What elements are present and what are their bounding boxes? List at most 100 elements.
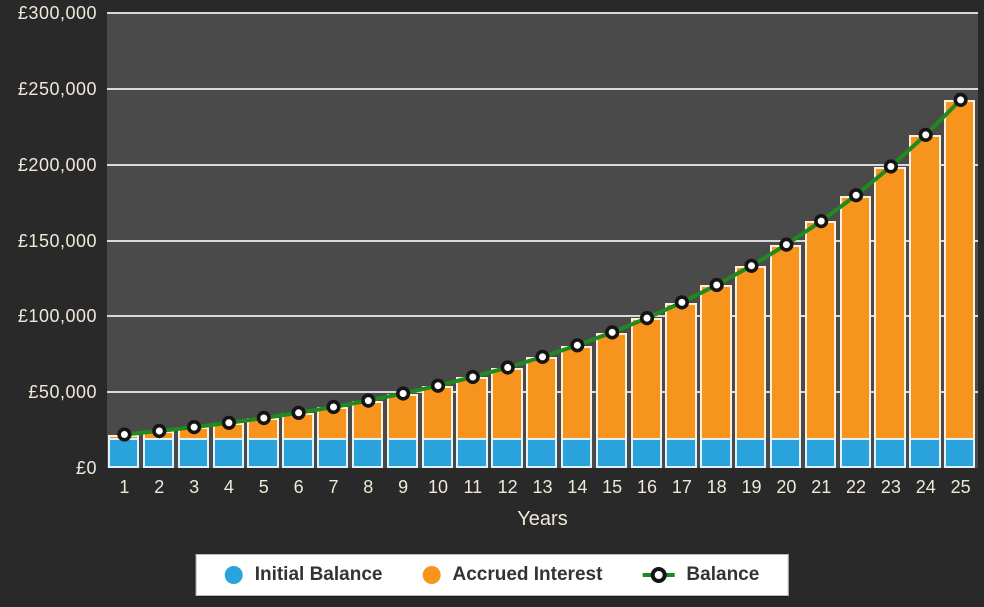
accrued-interest-segment xyxy=(456,377,488,438)
bar-year-23 xyxy=(874,167,906,468)
initial-balance-segment xyxy=(839,438,871,468)
accrued-interest-segment xyxy=(700,285,732,438)
accrued-interest-segment xyxy=(735,266,767,438)
accrued-interest-segment xyxy=(142,431,175,438)
x-tick-label-2: 2 xyxy=(154,477,165,497)
legend-label-initial-balance: Initial Balance xyxy=(254,564,383,585)
bar-year-9 xyxy=(386,394,419,468)
accrued-interest-segment xyxy=(212,423,244,438)
bar-year-19 xyxy=(735,266,767,468)
accrued-interest-segment xyxy=(839,196,871,438)
bar-year-25 xyxy=(944,100,976,468)
accrued-interest-segment xyxy=(560,346,593,438)
initial-balance-segment xyxy=(108,438,140,468)
x-tick-label-20: 20 xyxy=(776,477,797,497)
accrued-interest-segment xyxy=(909,135,941,438)
x-tick-label-14: 14 xyxy=(567,477,588,497)
legend-item-balance[interactable]: Balance xyxy=(642,564,759,586)
y-tick-label: £250,000 xyxy=(17,78,97,99)
x-axis-title: Years xyxy=(517,508,568,530)
bar-year-22 xyxy=(839,196,871,468)
bar-year-7 xyxy=(317,407,349,468)
legend-label-accrued-interest: Accrued Interest xyxy=(452,564,603,585)
accrued-interest-segment xyxy=(177,427,209,438)
y-tick-label: £0 xyxy=(75,458,97,478)
accrued-interest-segment xyxy=(421,386,453,438)
x-tick-label-23: 23 xyxy=(880,477,901,497)
x-tick-label-3: 3 xyxy=(189,477,200,497)
accrued-interest-segment xyxy=(526,357,558,438)
x-tick-label-18: 18 xyxy=(706,477,727,497)
bar-year-10 xyxy=(421,386,453,468)
initial-balance-segment xyxy=(317,438,349,468)
initial-balance-segment xyxy=(909,438,941,468)
x-tick-label-24: 24 xyxy=(915,477,936,497)
initial-balance-segment xyxy=(735,438,767,468)
initial-balance-segment xyxy=(526,438,558,468)
gridline-200000 xyxy=(107,164,978,166)
initial-balance-segment xyxy=(142,438,175,468)
legend-item-initial-balance[interactable]: Initial Balance xyxy=(224,564,383,586)
bar-year-21 xyxy=(804,221,837,468)
initial-balance-segment xyxy=(700,438,732,468)
bar-year-5 xyxy=(247,418,279,468)
bar-year-24 xyxy=(909,135,941,468)
initial-balance-segment xyxy=(769,438,802,468)
initial-balance-segment xyxy=(282,438,314,468)
y-tick-label: £150,000 xyxy=(17,230,97,251)
x-tick-label-5: 5 xyxy=(258,477,269,497)
bar-year-16 xyxy=(630,318,662,468)
x-tick-label-16: 16 xyxy=(637,477,658,497)
initial-balance-segment xyxy=(491,438,523,468)
x-tick-label-22: 22 xyxy=(846,477,867,497)
accrued-interest-segment xyxy=(769,245,802,438)
x-tick-label-4: 4 xyxy=(223,477,234,497)
bar-year-12 xyxy=(491,368,523,468)
accrued-interest-swatch-icon xyxy=(422,566,441,584)
legend-label-balance: Balance xyxy=(686,564,760,585)
accrued-interest-segment xyxy=(317,407,349,438)
initial-balance-segment xyxy=(665,438,697,468)
bar-year-15 xyxy=(595,333,628,468)
bar-year-13 xyxy=(526,357,558,468)
bar-year-8 xyxy=(351,401,384,468)
x-tick-label-17: 17 xyxy=(671,477,692,497)
gridline-250000 xyxy=(107,88,978,90)
initial-balance-segment xyxy=(212,438,244,468)
x-tick-label-13: 13 xyxy=(532,477,553,497)
y-tick-label: £200,000 xyxy=(17,154,97,175)
initial-balance-segment xyxy=(874,438,906,468)
accrued-interest-segment xyxy=(874,167,906,438)
x-tick-label-10: 10 xyxy=(427,477,448,497)
bar-year-4 xyxy=(212,423,244,468)
bar-year-6 xyxy=(282,413,314,468)
initial-balance-segment xyxy=(177,438,209,468)
x-tick-label-12: 12 xyxy=(497,477,518,497)
initial-balance-swatch-icon xyxy=(224,566,243,584)
legend-item-accrued-interest[interactable]: Accrued Interest xyxy=(422,564,602,586)
x-tick-label-15: 15 xyxy=(602,477,623,497)
x-tick-label-11: 11 xyxy=(463,477,483,497)
bar-year-1 xyxy=(108,435,140,468)
bar-year-20 xyxy=(769,245,802,468)
bar-year-18 xyxy=(700,285,732,468)
accrued-interest-segment xyxy=(944,100,976,438)
initial-balance-segment xyxy=(595,438,628,468)
accrued-interest-segment xyxy=(282,413,314,438)
initial-balance-segment xyxy=(247,438,279,468)
x-tick-label-1: 1 xyxy=(119,477,130,497)
accrued-interest-segment xyxy=(595,333,628,438)
accrued-interest-segment xyxy=(386,394,419,438)
bar-year-14 xyxy=(560,346,593,468)
gridline-300000 xyxy=(107,12,978,14)
accrued-interest-segment xyxy=(630,318,662,438)
initial-balance-segment xyxy=(630,438,662,468)
initial-balance-segment xyxy=(804,438,837,468)
x-tick-label-8: 8 xyxy=(363,477,374,497)
accrued-interest-segment xyxy=(665,303,697,438)
plot-area xyxy=(107,12,978,468)
initial-balance-segment xyxy=(421,438,453,468)
x-tick-label-9: 9 xyxy=(398,477,409,497)
legend: Initial Balance Accrued Interest Balance xyxy=(195,554,789,596)
